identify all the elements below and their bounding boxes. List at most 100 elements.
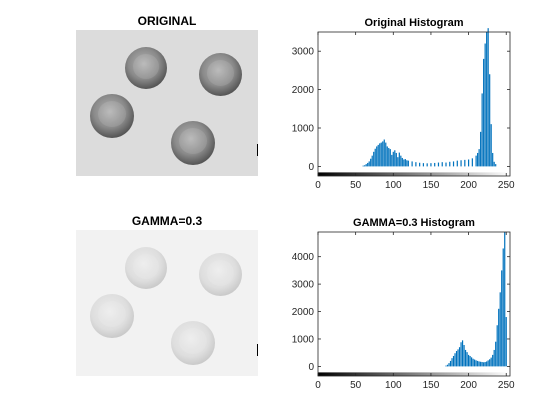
- original-histogram-bar: [426, 163, 428, 167]
- original-histogram-bar: [484, 43, 486, 167]
- gamma-x-tick-label: 100: [385, 380, 402, 391]
- original-histogram-bar: [383, 139, 385, 167]
- original-histogram-bar: [490, 124, 492, 167]
- gamma-histogram-bar: [448, 363, 450, 367]
- original-gray-colorbar: [318, 172, 510, 176]
- coin: [125, 47, 167, 89]
- original-histogram-bar: [492, 152, 494, 167]
- original-histogram-bar: [487, 28, 489, 167]
- coin: [199, 253, 242, 296]
- gamma-y-tick-label: 0: [308, 362, 314, 373]
- original-histogram-bar: [407, 160, 409, 167]
- original-x-tick-label: 250: [498, 180, 515, 191]
- image-edge-mark: [257, 144, 258, 156]
- gamma-histogram-bar: [498, 308, 500, 367]
- original-histogram-bar: [365, 164, 367, 167]
- gamma-histogram-bar: [455, 351, 458, 367]
- original-histogram-bar: [389, 149, 391, 167]
- gamma-histogram-bar: [477, 360, 479, 367]
- gamma-histogram-bar: [486, 361, 488, 367]
- gamma-histogram-bar: [496, 325, 498, 367]
- coin: [199, 53, 242, 96]
- original-histogram-bar: [430, 163, 432, 167]
- coin: [171, 321, 215, 365]
- original-histogram-bar: [434, 162, 436, 167]
- coin: [90, 94, 134, 138]
- gamma-plot-area: [318, 232, 510, 376]
- gamma-histogram-bar: [466, 352, 468, 367]
- original-histogram-bar: [392, 151, 394, 167]
- original-histogram-bar: [467, 159, 470, 167]
- gamma-histogram-title: GAMMA=0.3 Histogram: [353, 217, 475, 229]
- original-histogram-bar: [452, 161, 455, 167]
- gamma-histogram-bar: [472, 358, 474, 367]
- gamma-x-tick-label: 0: [315, 380, 321, 391]
- gamma-histogram-bar: [460, 342, 462, 367]
- gamma-x-tick-label: 250: [498, 380, 515, 391]
- original-histogram-bar: [401, 157, 403, 167]
- gamma-histogram-bar: [475, 360, 477, 367]
- original-image-title: ORIGINAL: [137, 14, 197, 28]
- original-histogram-bar: [441, 162, 443, 167]
- gamma-histogram-bar: [483, 362, 485, 367]
- original-histogram-bar: [362, 165, 364, 167]
- gamma-histogram-bar: [463, 345, 465, 367]
- gamma-histogram-bar: [457, 349, 459, 367]
- gamma-y-tick-label: 2000: [292, 307, 315, 318]
- gamma-histogram-bar: [461, 340, 464, 367]
- gamma-x-tick-label: 150: [423, 380, 440, 391]
- gamma-histogram-bar: [480, 361, 482, 367]
- original-y-tick-label: 0: [308, 162, 314, 173]
- image-edge-mark: [257, 344, 258, 356]
- original-histogram-bar: [364, 165, 366, 167]
- original-histogram-bar: [398, 152, 400, 167]
- original-histogram-bar: [370, 158, 372, 167]
- gamma-x-tick-label: 50: [350, 380, 362, 391]
- gamma-x-tick-label: 200: [460, 380, 477, 391]
- gamma-histogram-bar: [499, 292, 501, 367]
- gamma-histogram-bar: [458, 347, 461, 367]
- original-histogram-bar: [437, 162, 440, 167]
- original-histogram-bar: [376, 146, 378, 167]
- gamma-histogram-bar: [454, 353, 456, 367]
- original-axes-box: [317, 31, 511, 177]
- original-histogram-bar: [403, 159, 405, 167]
- original-histogram-bar: [406, 160, 408, 167]
- original-histogram-bar: [464, 159, 466, 167]
- original-x-tick-label: 50: [350, 180, 362, 191]
- original-histogram-bar: [371, 155, 373, 167]
- gamma-histogram-bar: [505, 317, 507, 367]
- original-histogram-bar: [411, 161, 413, 167]
- original-histogram-bar: [460, 160, 462, 167]
- original-histogram-bar: [367, 162, 369, 167]
- original-x-tick-label: 200: [460, 180, 477, 191]
- gamma-histogram-bar: [471, 357, 473, 367]
- gamma-histogram-bar: [464, 349, 467, 367]
- gamma-histogram-bar: [449, 360, 452, 367]
- coin: [125, 247, 167, 289]
- original-histogram-bar: [368, 161, 370, 167]
- gamma-histogram-bar: [489, 359, 491, 367]
- original-histogram-bar: [382, 141, 384, 167]
- gamma-histogram-bar: [467, 354, 470, 367]
- gamma-axes-box: [317, 231, 511, 377]
- gamma-y-tick-label: 3000: [292, 280, 315, 291]
- original-histogram-bar: [477, 152, 479, 167]
- gamma-histogram-bar: [469, 355, 471, 367]
- original-histogram-bar: [419, 162, 421, 167]
- gamma-histogram-bar: [502, 248, 504, 367]
- original-histogram-bar: [483, 58, 485, 167]
- original-image: [76, 30, 258, 176]
- original-histogram-bar: [415, 162, 417, 167]
- original-plot-area: [318, 32, 510, 176]
- gamma-histogram-bar: [474, 359, 476, 367]
- original-x-tick-label: 0: [315, 180, 321, 191]
- gamma-histogram-bar: [487, 360, 489, 367]
- original-histogram-bar: [386, 146, 388, 167]
- original-histogram-bar: [404, 159, 406, 167]
- gamma-histogram-bar: [451, 358, 453, 367]
- gamma-histogram-bar: [492, 354, 494, 367]
- gamma-histogram-chart: 0 50 100 150 200 250 0 1000 2000 3000 4000 GAMMA=0.…: [292, 217, 515, 391]
- original-histogram-bar: [377, 144, 379, 167]
